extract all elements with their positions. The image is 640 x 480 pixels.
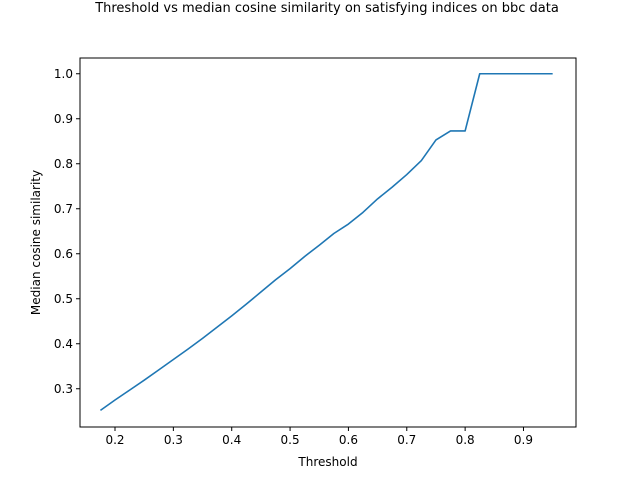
y-tick-label: 0.7	[54, 202, 73, 216]
series-line	[99, 72, 553, 412]
x-axis-label: Threshold	[297, 455, 357, 469]
y-tick-label: 1.0	[54, 67, 73, 81]
x-tick-label: 0.9	[514, 433, 533, 447]
y-tick-label: 0.3	[54, 382, 73, 396]
x-tick-label: 0.5	[281, 433, 300, 447]
plot-area	[99, 72, 553, 412]
x-tick-label: 0.4	[222, 433, 241, 447]
axes-frame	[79, 57, 577, 428]
y-tick-label: 0.4	[54, 337, 73, 351]
x-tick-label: 0.3	[164, 433, 183, 447]
y-tick-label: 0.9	[54, 112, 73, 126]
y-tick-label: 0.8	[54, 157, 73, 171]
y-tick-label: 0.5	[54, 292, 73, 306]
x-axis: 0.2 0.3 0.4 0.5 0.6 0.7 0.8 0.9	[105, 427, 533, 447]
chart-title: Threshold vs median cosine similarity on…	[94, 1, 559, 16]
x-tick-label: 0.6	[339, 433, 358, 447]
y-axis: 0.3 0.4 0.5 0.6 0.7 0.8 0.9 1.0	[54, 67, 80, 396]
x-tick-label: 0.8	[456, 433, 475, 447]
y-tick-label: 0.6	[54, 247, 73, 261]
x-tick-label: 0.7	[397, 433, 416, 447]
x-tick-label: 0.2	[105, 433, 124, 447]
y-axis-label: Median cosine similarity	[29, 170, 43, 315]
